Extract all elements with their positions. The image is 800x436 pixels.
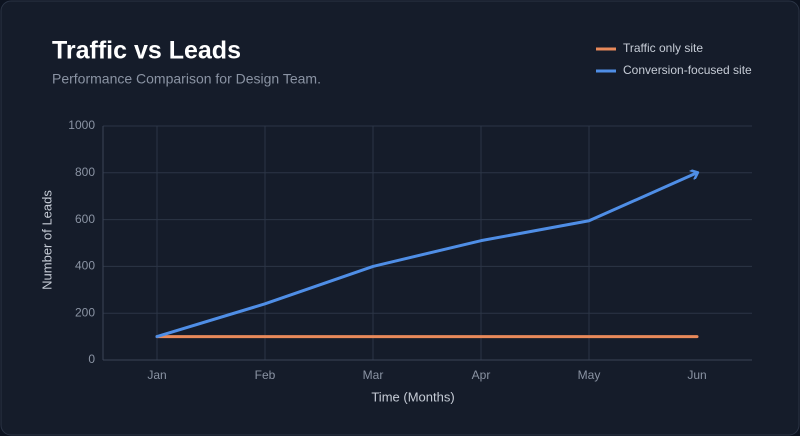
chart-subtitle: Performance Comparison for Design Team.: [52, 71, 321, 87]
x-tick-label: Apr: [472, 368, 491, 382]
y-tick-label: 0: [88, 352, 95, 366]
y-tick-label: 200: [75, 305, 95, 319]
x-axis-label: Time (Months): [371, 389, 454, 404]
legend-label: Traffic only site: [623, 41, 703, 55]
y-tick-label: 400: [75, 259, 95, 273]
y-tick-label: 800: [75, 165, 95, 179]
y-tick-label: 1000: [68, 118, 95, 132]
series-line: [155, 173, 697, 339]
x-tick-label: Jan: [147, 368, 166, 382]
y-axis-label: Number of Leads: [39, 190, 54, 290]
legend-label: Conversion-focused site: [623, 63, 752, 77]
x-tick-label: Jun: [687, 368, 706, 382]
x-tick-label: Mar: [363, 368, 384, 382]
x-tick-label: May: [578, 368, 601, 382]
x-tick-label: Feb: [255, 368, 276, 382]
chart-title: Traffic vs Leads: [52, 37, 241, 65]
y-tick-label: 600: [75, 212, 95, 226]
